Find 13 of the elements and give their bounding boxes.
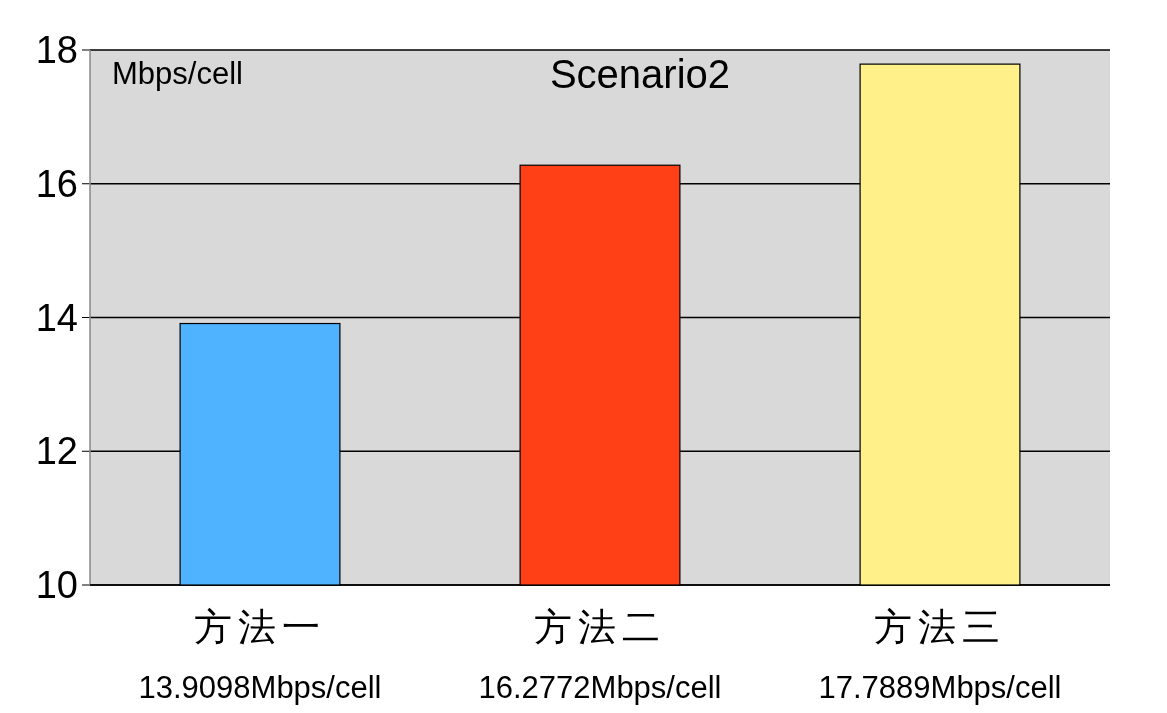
y-tick-label: 12 xyxy=(35,430,78,473)
x-tick-label: 方法三 xyxy=(874,605,1006,649)
data-label: 13.9098Mbps/cell xyxy=(138,670,382,705)
y-tick-label: 18 xyxy=(35,29,78,71)
y-tick-label: 10 xyxy=(35,564,78,606)
y-tick-label: 16 xyxy=(35,162,78,205)
chart-title: Scenario2 xyxy=(549,52,731,96)
y-axis-title: Mbps/cell xyxy=(112,56,243,91)
x-tick-label: 方法二 xyxy=(534,605,666,649)
data-label: 17.7889Mbps/cell xyxy=(818,670,1062,705)
y-tick-label: 14 xyxy=(35,296,78,339)
data-label: 16.2772Mbps/cell xyxy=(478,670,722,705)
x-tick-label: 方法一 xyxy=(194,605,326,649)
